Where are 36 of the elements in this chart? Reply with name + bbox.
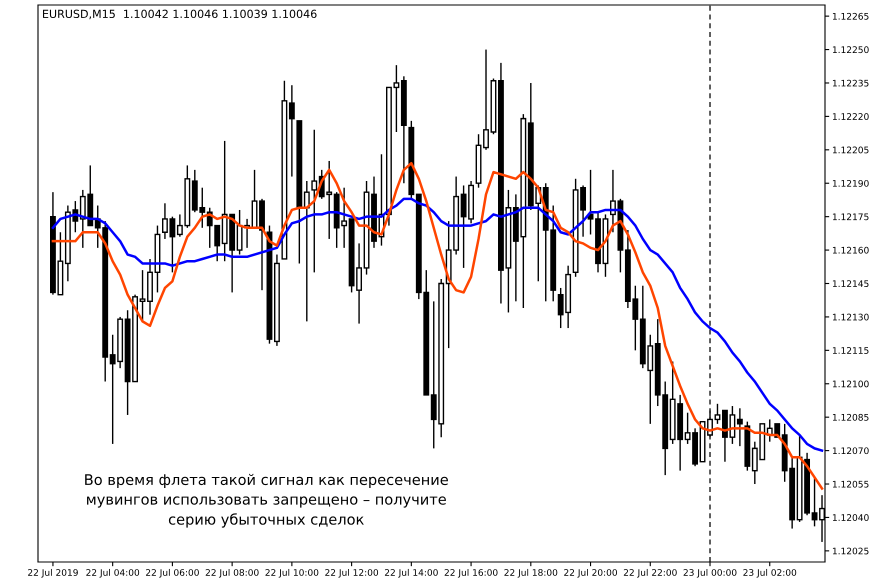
y-tick-label: 1.12115 bbox=[832, 347, 868, 354]
x-tick-label: 23 Jul 02:00 bbox=[743, 568, 796, 578]
x-tick-label: 22 Jul 2019 bbox=[28, 568, 78, 578]
y-tick-label: 1.12100 bbox=[832, 380, 869, 388]
x-tick-label: 22 Jul 20:00 bbox=[564, 568, 618, 578]
y-tick-label: 1.12190 bbox=[832, 180, 869, 187]
y-tick-label: 1.12220 bbox=[832, 113, 869, 120]
x-tick-label: 23 Jul 00:00 bbox=[684, 568, 736, 578]
candlestick bbox=[311, 129, 318, 274]
x-tick-label: 22 Jul 06:00 bbox=[146, 568, 199, 578]
y-tick-label: 1.12025 bbox=[832, 548, 868, 554]
chart-title: EURUSD,M15 1.10042 1.10046 1.10039 1.10046 bbox=[43, 10, 317, 20]
y-tick-label: 1.12070 bbox=[832, 447, 869, 454]
x-tick-label: 22 Jul 16:00 bbox=[444, 568, 498, 578]
x-tick-label: 22 Jul 10:00 bbox=[265, 568, 318, 578]
candlestick bbox=[199, 187, 206, 228]
x-tick-label: 22 Jul 12:00 bbox=[325, 568, 378, 578]
x-tick-label: 22 Jul 22:00 bbox=[624, 568, 677, 578]
x-tick-label: 22 Jul 04:00 bbox=[86, 568, 140, 578]
x-tick-label: 22 Jul 08:00 bbox=[206, 568, 259, 578]
y-tick-label: 1.12265 bbox=[832, 12, 868, 20]
y-tick-label: 1.12205 bbox=[832, 146, 868, 154]
y-tick-label: 1.12250 bbox=[832, 46, 869, 54]
annotation: Во время флета такой сигнал как пересечение мувингов использовать запрещено – получите серию убыточных сделок bbox=[85, 474, 448, 528]
y-tick-label: 1.12130 bbox=[832, 314, 869, 320]
y-tick-label: 1.12055 bbox=[832, 480, 868, 488]
y-tick-label: 1.12175 bbox=[832, 213, 868, 220]
y-tick-label: 1.12040 bbox=[832, 514, 869, 521]
y-tick-label: 1.12235 bbox=[832, 80, 868, 87]
line-series bbox=[52, 162, 824, 490]
y-tick-label: 1.12160 bbox=[832, 246, 869, 254]
y-tick-label: 1.12085 bbox=[832, 414, 868, 421]
y-tick-label: 1.12145 bbox=[832, 280, 868, 288]
x-tick-label: 22 Jul 18:00 bbox=[504, 568, 558, 578]
x-tick-label: 22 Jul 14:00 bbox=[384, 568, 438, 578]
line-series bbox=[52, 198, 824, 452]
